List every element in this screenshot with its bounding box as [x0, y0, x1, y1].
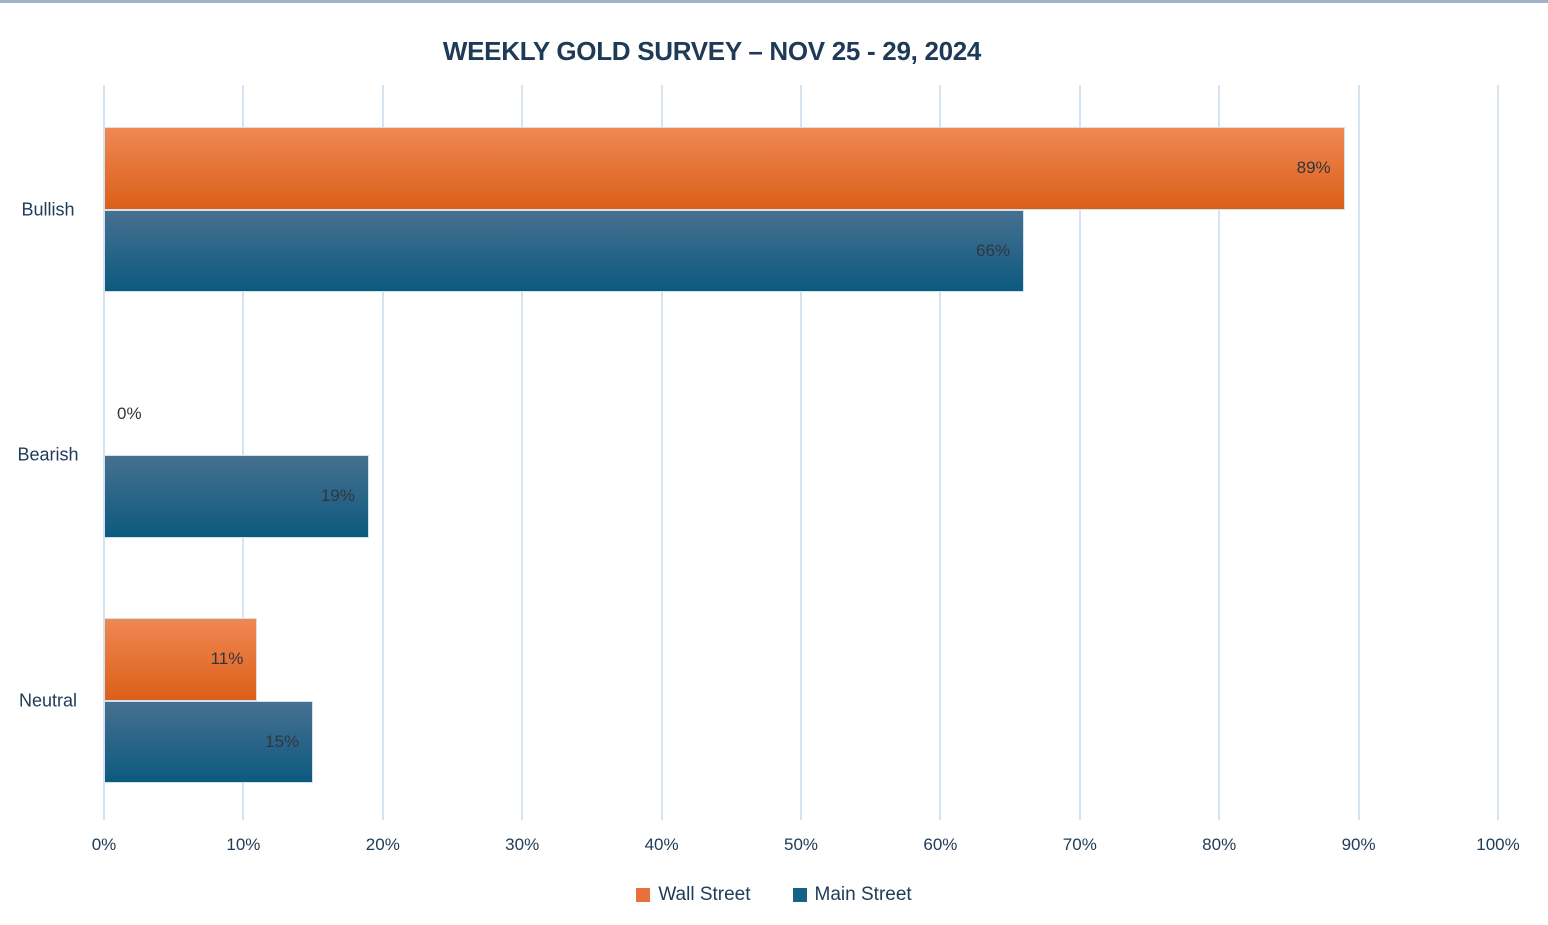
bar-main-street-neutral: 15% — [104, 700, 314, 783]
data-label: 11% — [210, 649, 244, 669]
legend-label: Wall Street — [658, 884, 751, 905]
bar-wall-street-neutral: 11% — [104, 618, 258, 701]
top-border-line — [0, 0, 1548, 3]
gridline-80% — [1218, 85, 1221, 820]
category-label-bearish: Bearish — [17, 444, 79, 465]
data-label: 0% — [117, 403, 142, 423]
legend-swatch-icon — [636, 888, 651, 902]
legend-label: Main Street — [814, 884, 912, 905]
legend-item-wall-street: Wall Street — [636, 884, 751, 906]
data-label: 66% — [976, 240, 1011, 260]
x-tick-0%: 0% — [91, 835, 117, 854]
data-label: 89% — [1296, 158, 1331, 178]
gridline-10% — [242, 85, 245, 820]
legend-item-main-street: Main Street — [792, 884, 912, 906]
data-label: 15% — [265, 731, 300, 751]
gridline-100% — [1497, 85, 1499, 820]
x-tick-60%: 60% — [923, 835, 958, 854]
x-tick-80%: 80% — [1202, 835, 1237, 854]
x-tick-30%: 30% — [505, 835, 540, 854]
x-tick-20%: 20% — [365, 835, 400, 854]
bar-wall-street-bullish: 89% — [104, 127, 1345, 210]
bar-main-street-bullish: 66% — [104, 209, 1025, 292]
category-label-neutral: Neutral — [18, 690, 78, 710]
x-tick-100%: 100% — [1476, 835, 1520, 854]
data-label: 19% — [320, 486, 355, 506]
gridline-70% — [1078, 85, 1081, 820]
x-tick-70%: 70% — [1062, 835, 1097, 854]
bar-main-street-bearish: 19% — [104, 455, 369, 538]
gridline-30% — [521, 85, 524, 820]
legend-swatch-icon — [792, 888, 807, 902]
category-label-bullish: Bullish — [21, 199, 75, 219]
chart-title: WEEKLY GOLD SURVEY – NOV 25 - 29, 2024 — [442, 36, 982, 66]
gridline-90% — [1357, 85, 1360, 820]
gridline-20% — [381, 85, 384, 820]
x-tick-10%: 10% — [226, 835, 261, 854]
gridline-0% — [103, 85, 105, 820]
plot-area: 89% 0% 11% 66% 19% 15% — [103, 85, 1499, 820]
gridline-60% — [939, 85, 942, 820]
x-tick-50%: 50% — [783, 835, 819, 854]
x-tick-40%: 40% — [644, 835, 679, 854]
gridline-40% — [660, 85, 663, 820]
legend: Wall Street Main Street — [0, 884, 1548, 906]
x-tick-90%: 90% — [1341, 835, 1376, 854]
gridline-50% — [800, 85, 802, 820]
